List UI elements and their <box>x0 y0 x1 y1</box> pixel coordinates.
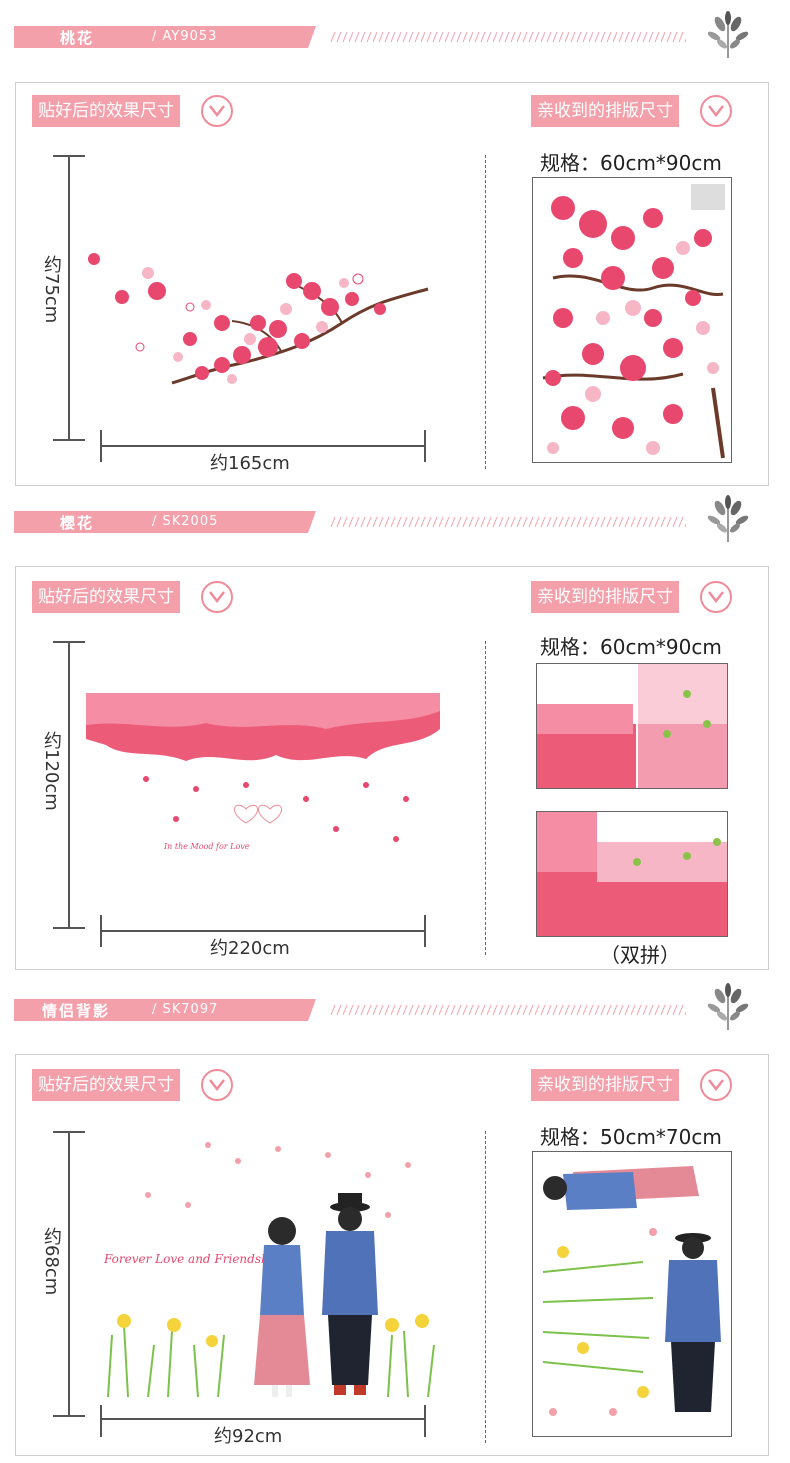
height-ruler <box>68 1132 70 1416</box>
chevron-down-icon <box>201 581 233 613</box>
decorative-dash-line <box>330 1004 686 1016</box>
chevron-down-icon <box>700 95 732 127</box>
spec-label: 规格：60cm*90cm <box>540 635 722 659</box>
header-ribbon-shape <box>14 26 316 48</box>
width-label: 约165cm <box>210 453 290 474</box>
divider-dashed <box>485 155 486 469</box>
width-ruler <box>101 930 425 932</box>
sticker-sheet-preview <box>532 177 732 463</box>
ruler-cap <box>424 430 426 462</box>
ruler-cap <box>100 1405 102 1437</box>
section-title: 情侣背影 <box>42 1002 111 1020</box>
height-ruler <box>68 642 70 928</box>
decorative-dash-line <box>330 516 686 528</box>
spec-label: 规格：60cm*90cm <box>540 151 722 175</box>
sakura-canopy-illustration: In the Mood for Love <box>86 693 440 851</box>
chevron-down-icon <box>201 1069 233 1101</box>
section-title: 桃花 <box>60 29 95 47</box>
sticker-sheet-preview <box>532 1151 732 1437</box>
ruler-cap <box>424 1405 426 1437</box>
inline-script-text: In the Mood for Love <box>163 842 250 851</box>
header-ribbon-shape <box>14 511 316 533</box>
section-header-couple: 情侣背影 / SK7097 <box>14 999 316 1021</box>
ruler-cap <box>53 927 85 929</box>
tag-received-layout: 亲收到的排版尺寸 <box>531 1069 679 1101</box>
width-label: 约92cm <box>214 1426 283 1447</box>
sticker-sheet-preview-2 <box>536 811 728 937</box>
sticker-sheet-art <box>537 664 727 788</box>
product-panel-sakura: 贴好后的效果尺寸 亲收到的排版尺寸 约120cm 约220cm In the M… <box>15 566 769 970</box>
couple-illustration: Forever Love and Friendship <box>103 1142 435 1398</box>
sticker-sheet-preview-1 <box>536 663 728 789</box>
height-ruler <box>68 156 70 440</box>
peach-branch-illustration <box>88 253 429 385</box>
section-title: 樱花 <box>60 514 95 532</box>
sticker-sheet-art <box>542 184 725 459</box>
width-ruler <box>101 445 425 447</box>
spec-label: 规格：50cm*70cm <box>540 1125 722 1149</box>
decorative-dash-line <box>330 31 686 43</box>
tag-received-layout: 亲收到的排版尺寸 <box>531 95 679 127</box>
dual-pack-note: （双拼） <box>600 943 680 967</box>
product-code: / AY9053 <box>152 29 218 44</box>
tag-after-paste: 贴好后的效果尺寸 <box>32 95 180 127</box>
height-label: 约75cm <box>41 255 62 324</box>
product-code: / SK7097 <box>152 1002 219 1017</box>
leaf-sprig-icon <box>707 495 749 542</box>
chevron-down-icon <box>700 581 732 613</box>
ruler-cap <box>53 439 85 441</box>
chevron-down-icon <box>201 95 233 127</box>
divider-dashed <box>485 641 486 955</box>
height-label: 约68cm <box>41 1227 62 1296</box>
leaf-sprig-icon <box>707 11 749 58</box>
inline-script-text: Forever Love and Friendship <box>103 1252 281 1266</box>
height-label: 约120cm <box>41 731 62 811</box>
ruler-cap <box>424 915 426 947</box>
section-header-sakura: 樱花 / SK2005 <box>14 511 316 533</box>
product-panel-couple: 贴好后的效果尺寸 亲收到的排版尺寸 约68cm 约92cm Forever Lo… <box>15 1054 769 1456</box>
width-ruler <box>101 1418 425 1420</box>
sticker-sheet-art <box>542 1166 721 1416</box>
product-panel-peach: 贴好后的效果尺寸 亲收到的排版尺寸 约75cm 约165cm <box>15 82 769 486</box>
product-code: / SK2005 <box>152 514 219 529</box>
tag-after-paste: 贴好后的效果尺寸 <box>32 581 180 613</box>
divider-dashed <box>485 1131 486 1443</box>
header-ribbon-shape <box>14 999 316 1021</box>
section-header-peach: 桃花 / AY9053 <box>14 26 316 48</box>
tag-after-paste: 贴好后的效果尺寸 <box>32 1069 180 1101</box>
chevron-down-icon <box>700 1069 732 1101</box>
leaf-sprig-icon <box>707 983 749 1030</box>
tag-received-layout: 亲收到的排版尺寸 <box>531 581 679 613</box>
ruler-cap <box>53 1415 85 1417</box>
sticker-sheet-art <box>537 812 727 936</box>
width-label: 约220cm <box>210 938 290 959</box>
